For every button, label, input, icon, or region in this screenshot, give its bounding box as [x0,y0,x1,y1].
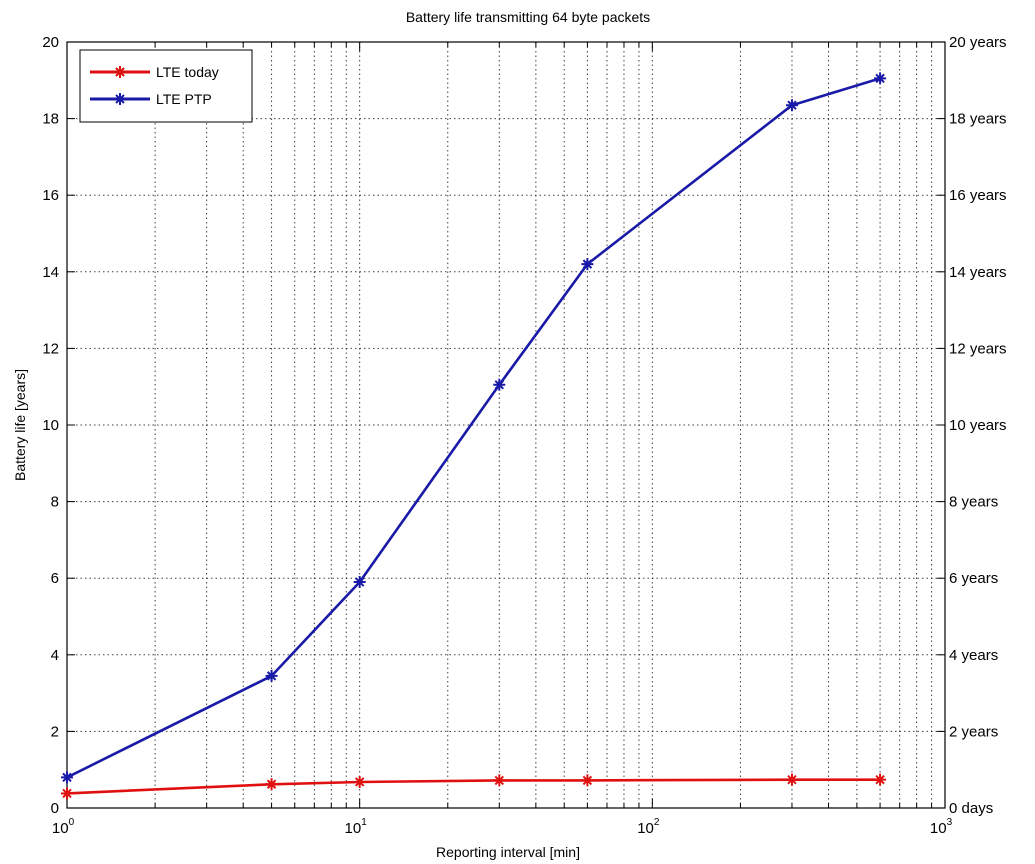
right-y-tick-label: 6 years [949,570,998,587]
chart-title: Battery life transmitting 64 byte packet… [406,9,650,25]
y-tick-label: 20 [42,34,59,51]
legend-marker-lte-today [114,66,126,78]
y-tick-label: 8 [51,494,59,511]
data-point-lte-ptp [265,669,278,682]
y-tick-label: 10 [42,417,59,434]
x-axis-title: Reporting interval [min] [436,844,580,860]
x-tick-label: 100 [52,817,75,837]
right-y-tick-label: 10 years [949,417,1007,434]
right-y-tick-label: 20 years [949,34,1007,51]
y-tick-label: 16 [42,187,59,204]
y-tick-label: 4 [51,647,59,664]
right-y-tick-label: 18 years [949,111,1007,128]
data-point-lte-today [581,774,594,787]
data-point-lte-ptp [61,771,73,784]
grid-lines [67,42,945,808]
data-point-lte-ptp [581,258,594,271]
x-tick-label: 101 [345,817,368,837]
data-point-lte-ptp [353,576,366,589]
legend-label-lte-ptp: LTE PTP [156,91,212,107]
data-point-lte-today [353,775,366,788]
data-point-lte-today [874,773,887,786]
y-tick-label: 14 [42,264,59,281]
data-point-lte-ptp [785,99,798,112]
plot-background [67,42,945,808]
right-y-tick-label: 0 days [949,800,993,817]
y-tick-label: 0 [51,800,59,817]
right-y-tick-label: 4 years [949,647,998,664]
data-point-lte-ptp [874,72,887,85]
axis-ticks: 0 2 4 6 8 10 12 14 16 18 20 0 days 2 years 4 years 6 y… [42,34,1006,837]
y-tick-label: 18 [42,111,59,128]
right-y-tick-label: 12 years [949,340,1007,357]
y-axis-title: Battery life [years] [12,369,28,481]
x-tick-label: 102 [637,817,660,837]
data-point-lte-today [785,773,798,786]
right-y-tick-label: 8 years [949,494,998,511]
legend-marker-lte-ptp [114,93,126,105]
legend-entry-lte-ptp: LTE PTP [90,91,212,107]
legend-label-lte-today: LTE today [156,64,219,80]
data-point-lte-ptp [493,378,506,391]
x-tick-label: 103 [930,817,953,837]
y-tick-label: 12 [42,340,59,357]
plot-area [67,42,945,808]
right-y-tick-label: 14 years [949,264,1007,281]
right-y-tick-label: 16 years [949,187,1007,204]
legend: LTE today LTE PTP [79,49,253,123]
y-tick-label: 2 [51,723,59,740]
legend-box [79,49,253,123]
data-point-lte-today [61,787,73,800]
data-point-lte-today [493,774,506,787]
data-point-lte-today [265,778,278,791]
right-y-tick-label: 2 years [949,723,998,740]
series-layer [61,72,887,800]
legend-entry-lte-today: LTE today [90,64,219,80]
y-tick-label: 6 [51,570,59,587]
